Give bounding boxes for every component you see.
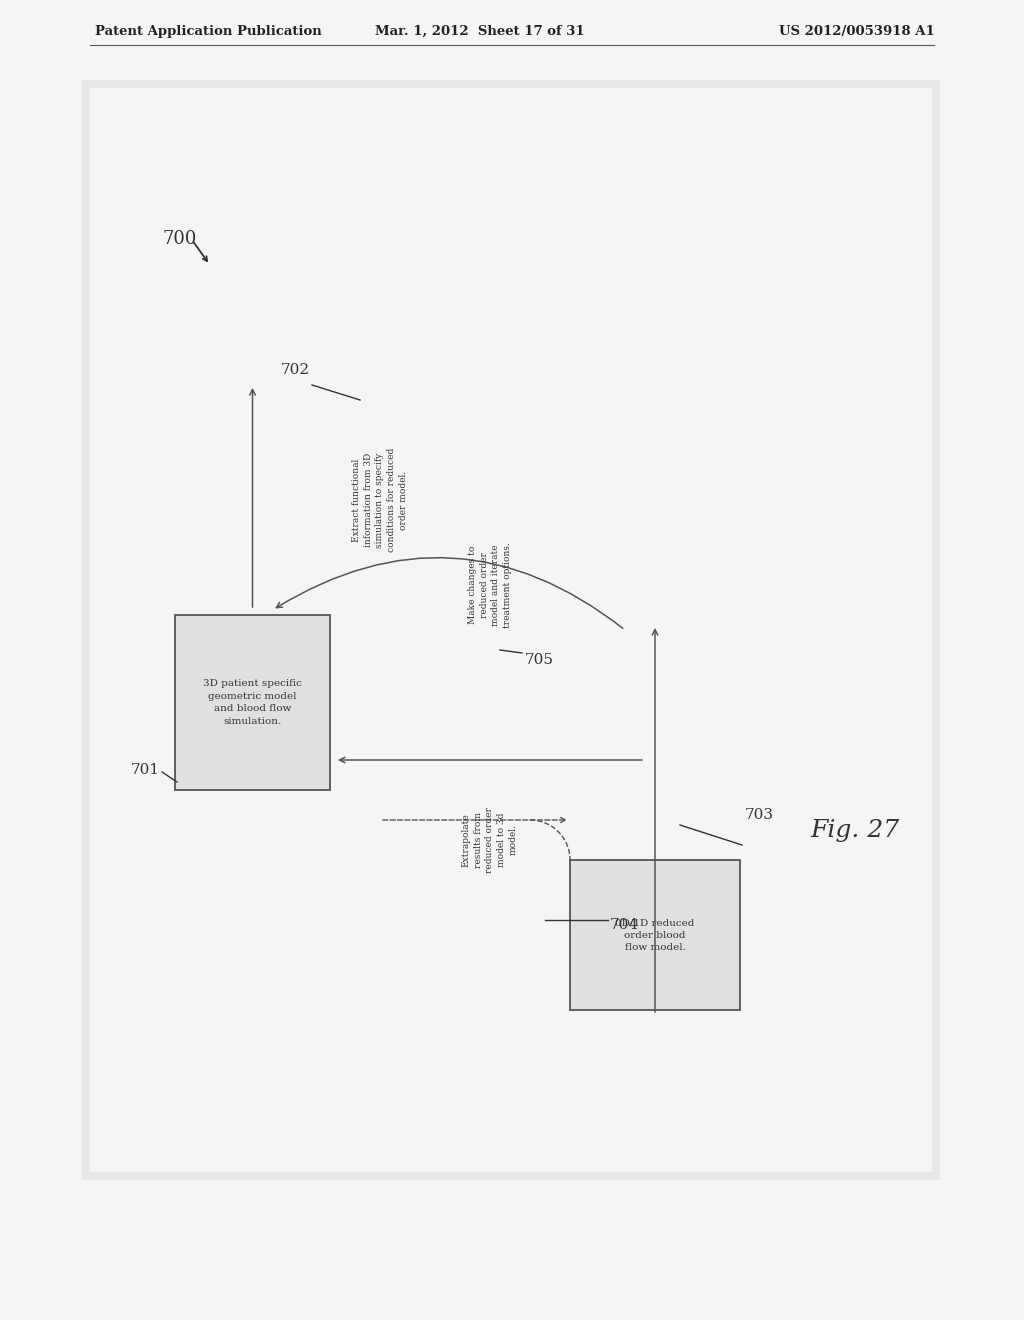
FancyBboxPatch shape bbox=[175, 615, 330, 789]
FancyBboxPatch shape bbox=[570, 861, 740, 1010]
Text: 705: 705 bbox=[525, 653, 554, 667]
Text: 703: 703 bbox=[745, 808, 774, 822]
Text: US 2012/0053918 A1: US 2012/0053918 A1 bbox=[779, 25, 935, 38]
Text: 700: 700 bbox=[163, 230, 198, 248]
Text: Fig. 27: Fig. 27 bbox=[810, 818, 899, 842]
Text: 704: 704 bbox=[610, 917, 639, 932]
Text: 3D patient specific
geometric model
and blood flow
simulation.: 3D patient specific geometric model and … bbox=[203, 680, 302, 726]
Text: Extrapolate
results from
reduced order
model to 3d
model.: Extrapolate results from reduced order m… bbox=[462, 807, 518, 873]
Text: Make changes to
reduced order
model and iterate
treatment options.: Make changes to reduced order model and … bbox=[468, 543, 512, 628]
Text: 0D/1D reduced
order blood
flow model.: 0D/1D reduced order blood flow model. bbox=[615, 917, 694, 952]
Text: Patent Application Publication: Patent Application Publication bbox=[95, 25, 322, 38]
Text: 702: 702 bbox=[281, 363, 310, 378]
FancyBboxPatch shape bbox=[82, 81, 940, 1180]
Text: 701: 701 bbox=[131, 763, 160, 777]
Text: Mar. 1, 2012  Sheet 17 of 31: Mar. 1, 2012 Sheet 17 of 31 bbox=[375, 25, 585, 38]
FancyBboxPatch shape bbox=[90, 88, 932, 1172]
Text: Extract functional
information from 3D
simulation to specify
conditions for redu: Extract functional information from 3D s… bbox=[352, 447, 409, 552]
